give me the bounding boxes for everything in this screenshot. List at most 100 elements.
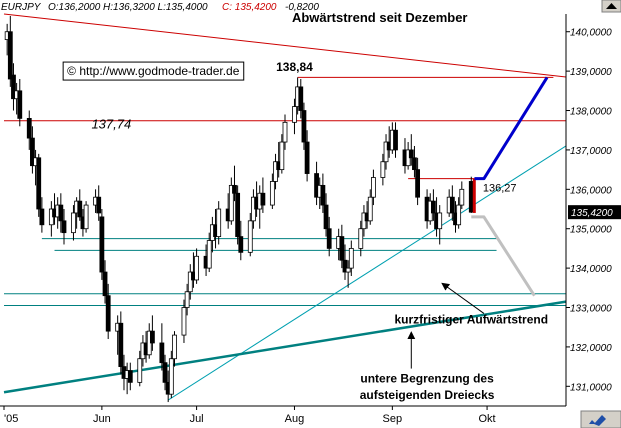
candle <box>430 189 436 221</box>
candle-body <box>371 177 376 198</box>
y-tick-label: 139,0000 <box>570 67 612 78</box>
candle-body <box>159 342 165 364</box>
candle-body <box>181 307 187 336</box>
candle <box>11 63 16 111</box>
y-tick-label: 134,0000 <box>570 264 612 275</box>
candle <box>345 260 351 288</box>
candle <box>326 216 332 257</box>
x-tick-label: '05 <box>4 413 18 425</box>
candle-body <box>342 259 348 273</box>
level-13627-label: 136,27 <box>483 182 517 194</box>
candle <box>61 209 67 245</box>
candle-body <box>238 236 244 253</box>
candle-body <box>36 157 42 210</box>
pointer-icon[interactable] <box>580 410 621 428</box>
candle-layer <box>4 15 474 403</box>
url-label: © http://www.godmode-trader.de <box>67 64 240 78</box>
candle <box>26 110 32 150</box>
candle-body <box>456 204 462 226</box>
candle <box>269 173 275 210</box>
candle-body <box>235 192 241 237</box>
candle <box>408 134 414 166</box>
candle <box>216 201 222 245</box>
candle <box>118 311 124 375</box>
candle <box>7 15 13 87</box>
forecast-up-path <box>474 76 549 181</box>
candle-body <box>430 200 436 214</box>
candle <box>412 145 417 178</box>
candle <box>184 283 190 316</box>
candle <box>247 212 253 257</box>
candle <box>71 205 76 241</box>
candle <box>415 157 421 206</box>
chevron-up-icon[interactable] <box>601 0 621 13</box>
candle-body <box>96 196 102 214</box>
candle-body <box>301 110 307 143</box>
short-term-uptrend-line <box>167 145 567 401</box>
candle-body <box>459 188 465 206</box>
candle-body <box>449 196 455 214</box>
candle-body <box>437 212 443 230</box>
candle-body <box>187 271 193 293</box>
forecast-layer <box>471 76 549 297</box>
candle-body <box>232 184 237 194</box>
untere-label-line1: untere Begrenzung des <box>360 371 494 385</box>
candle-body <box>26 118 32 139</box>
candle <box>383 134 389 170</box>
candle-body <box>194 255 199 281</box>
candle <box>30 126 35 174</box>
candle-body <box>408 149 414 159</box>
candle <box>99 209 105 280</box>
candle-body <box>383 141 389 163</box>
candle <box>159 323 165 371</box>
candle <box>137 350 143 387</box>
header-symbol: EURJPY <box>1 2 42 13</box>
candle <box>83 201 89 233</box>
candle <box>17 79 23 127</box>
header-ohlc: O:136,2000 H:136,3200 L:135,4000 <box>48 2 208 13</box>
candle-body <box>358 228 364 249</box>
candle <box>358 220 364 257</box>
candle-body <box>30 137 35 167</box>
candle-body <box>17 90 23 119</box>
candle-body <box>83 204 89 230</box>
candle-body <box>468 181 474 213</box>
kurzfristiger-arrow <box>441 282 485 314</box>
candle-body <box>348 248 354 269</box>
candle-body <box>11 74 16 100</box>
x-tick-label: Okt <box>479 413 496 425</box>
candle <box>298 79 304 119</box>
candle <box>181 299 187 343</box>
candle <box>339 224 345 269</box>
candle <box>301 102 307 150</box>
candle <box>36 153 42 217</box>
candle <box>238 220 244 261</box>
y-tick-label: 131,0000 <box>570 382 612 393</box>
candle-body <box>7 31 13 80</box>
candle <box>279 134 285 174</box>
y-tick-label: 140,0000 <box>570 28 612 39</box>
candle <box>187 264 193 300</box>
candle-body <box>273 161 278 182</box>
candle-body <box>149 330 155 344</box>
candle <box>437 205 443 245</box>
y-tick-label: 133,0000 <box>570 304 612 315</box>
candle <box>127 362 133 391</box>
candle-body <box>269 181 275 206</box>
triangle-lower-boundary-line <box>3 300 567 394</box>
candle-body <box>77 200 83 218</box>
url-box <box>62 61 245 81</box>
x-tick-label: Jul <box>190 413 204 425</box>
candle-body <box>137 358 143 383</box>
candle <box>206 232 212 273</box>
annotation-layer: Abwärtstrend seit Dezember © http://www.g… <box>62 10 548 402</box>
candle-body <box>380 161 386 178</box>
candle <box>449 185 455 221</box>
candle <box>459 181 465 210</box>
y-tick-label: 137,0000 <box>570 146 612 157</box>
candle-body <box>323 204 329 230</box>
candle <box>96 185 102 221</box>
candle <box>273 153 278 190</box>
